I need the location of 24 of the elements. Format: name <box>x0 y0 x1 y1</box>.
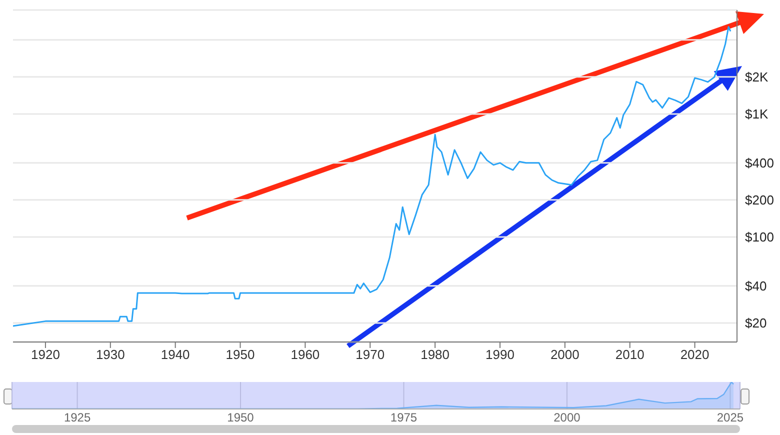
x-tick-label: 1970 <box>356 347 385 362</box>
x-tick-label: 1920 <box>31 347 60 362</box>
line-series <box>13 26 732 327</box>
x-tick-label: 1950 <box>227 410 254 425</box>
x-tick-label: 1960 <box>290 347 320 362</box>
x-tick-label: 1990 <box>486 347 514 362</box>
y-tick-label: $100 <box>745 230 774 245</box>
x-tick-label: 2000 <box>550 347 580 362</box>
x-tick-label: 2010 <box>615 347 644 362</box>
x-tick-label: 1980 <box>420 347 450 362</box>
y-tick-label: $40 <box>745 278 767 294</box>
y-tick-label: $200 <box>745 192 774 208</box>
x-tick-label: 1930 <box>96 347 125 362</box>
y-tick-label: $20 <box>745 316 767 331</box>
x-tick-label: 2000 <box>554 410 581 425</box>
y-tick-label: $1K <box>745 106 768 122</box>
x-tick-label: 2020 <box>680 347 710 362</box>
x-tick-label: 1925 <box>64 410 91 425</box>
x-tick-label: 1940 <box>160 347 190 362</box>
y-tick-label: $2K <box>745 70 768 85</box>
x-tick-label: 1950 <box>226 347 255 362</box>
y-tick-label: $400 <box>745 156 774 171</box>
x-tick-label: 1975 <box>390 410 418 425</box>
x-tick-label: 2025 <box>716 410 744 425</box>
